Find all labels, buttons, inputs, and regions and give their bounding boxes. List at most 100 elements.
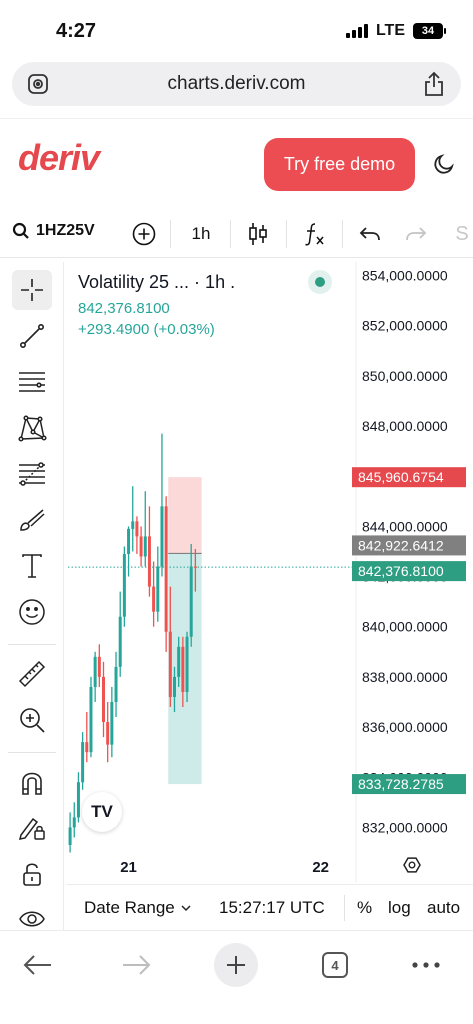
crosshair-tool[interactable] [12,270,52,310]
tabs-button[interactable]: 4 [313,943,357,987]
current-price-tag[interactable] [352,561,466,582]
candle[interactable] [131,521,135,529]
chart-type-button[interactable] [244,220,272,248]
candle[interactable] [101,676,106,723]
text-tool[interactable] [12,546,52,586]
trend-line-tool[interactable] [12,316,52,356]
candle[interactable] [177,646,181,677]
candle[interactable] [181,646,185,692]
candle[interactable] [185,636,189,692]
compare-symbol-button[interactable] [130,220,158,248]
candle[interactable] [172,676,177,697]
text-icon [22,554,42,578]
forward-button[interactable] [114,943,158,987]
candle[interactable] [68,827,72,845]
fibonacci-tool[interactable] [12,454,52,494]
candle[interactable] [152,586,156,612]
undo-icon [359,227,380,241]
entry-price-tag[interactable] [352,535,466,556]
candle[interactable] [85,742,89,753]
url-text[interactable]: charts.deriv.com [167,73,306,94]
redo-icon [406,227,427,241]
chart-area[interactable]: 854,000.0000 852,000.0000 850,000.0000 848,… [66,262,473,882]
candle[interactable] [81,742,85,783]
candle[interactable] [168,631,172,697]
candle[interactable] [97,656,101,677]
price-chart[interactable]: 854,000.0000 852,000.0000 850,000.0000 848,… [66,262,473,882]
candle[interactable] [160,506,164,567]
back-button[interactable] [16,943,60,987]
url-bar[interactable]: charts.deriv.com [12,62,461,106]
log-scale-toggle[interactable]: log [388,898,411,917]
moon-icon[interactable] [432,152,456,176]
candle[interactable] [143,536,147,557]
candle[interactable] [164,506,168,632]
candle[interactable] [122,553,126,617]
function-icon [305,223,324,246]
smiley-icon [19,599,45,625]
y-axis-label: 838,000.0000 [362,669,448,685]
tradingview-logo[interactable]: TV [82,792,122,832]
toolbar-divider [342,220,343,248]
drawing-toolbar [0,262,64,930]
hide-drawings-tool[interactable] [12,900,52,930]
indicators-button[interactable] [300,220,328,248]
candle[interactable] [127,528,131,554]
xabcd-pattern-icon [18,415,47,442]
share-icon[interactable] [423,71,445,97]
pattern-tool[interactable] [12,408,52,448]
lock-drawings-tool[interactable] [12,808,52,848]
y-axis-label: 832,000.0000 [362,819,448,835]
timeframe-button[interactable]: 1h [186,220,216,248]
deriv-logo[interactable]: deriv [18,137,100,178]
toolbar-divider [286,220,287,248]
unlock-tool[interactable] [12,854,52,894]
candle[interactable] [114,666,118,702]
entry-price-tag-text: 842,922.6412 [358,537,444,553]
hexagon-settings-icon[interactable] [403,857,421,873]
candle[interactable] [76,782,80,818]
emoji-tool[interactable] [12,592,52,632]
candle[interactable] [135,521,139,537]
profit-zone[interactable] [168,553,202,785]
zoom-tool[interactable] [12,700,52,740]
candle[interactable] [193,566,197,568]
magnet-tool[interactable] [12,762,52,802]
chart-legend-title[interactable]: Volatility 25 ... · 1h . [78,272,236,292]
settings-more-button[interactable]: S [452,220,472,248]
candle[interactable] [156,566,160,612]
candle[interactable] [139,536,143,557]
take-profit-price-tag[interactable] [352,467,466,488]
network-type: LTE [375,22,405,39]
brush-tool[interactable] [12,500,52,540]
risk-zone[interactable] [168,477,202,554]
candle[interactable] [89,686,93,753]
symbol-search[interactable]: 1HZ25V [12,222,95,240]
x-axis-label: 22 [312,859,329,876]
auto-scale-toggle[interactable]: auto [427,898,461,917]
hexagon-settings-icon-center [408,861,416,869]
more-menu-button[interactable] [404,943,448,987]
candle[interactable] [147,536,151,587]
candle[interactable] [118,616,122,667]
stop-price-tag[interactable] [352,774,466,795]
date-range-button[interactable]: Date Range [84,898,191,918]
candle[interactable] [106,722,110,745]
new-tab-button[interactable] [214,943,258,987]
redo-button[interactable] [402,220,430,248]
site-header: deriv Try free demo [0,118,473,206]
horizontal-lines-tool[interactable] [12,362,52,402]
utc-clock[interactable]: 15:27:17 UTC [219,898,325,917]
magnet-icon [22,772,42,795]
candle[interactable] [189,566,193,637]
undo-button[interactable] [356,220,384,248]
try-free-demo-button[interactable]: Try free demo [264,138,415,191]
candle[interactable] [110,701,114,745]
candle[interactable] [93,656,97,687]
page-settings-icon[interactable] [26,72,50,96]
percent-scale-toggle[interactable]: % [357,898,373,917]
measure-tool[interactable] [12,654,52,694]
candle[interactable] [72,817,76,828]
y-axis-label: 840,000.0000 [362,619,448,635]
settings-partial-icon: S [455,222,469,245]
